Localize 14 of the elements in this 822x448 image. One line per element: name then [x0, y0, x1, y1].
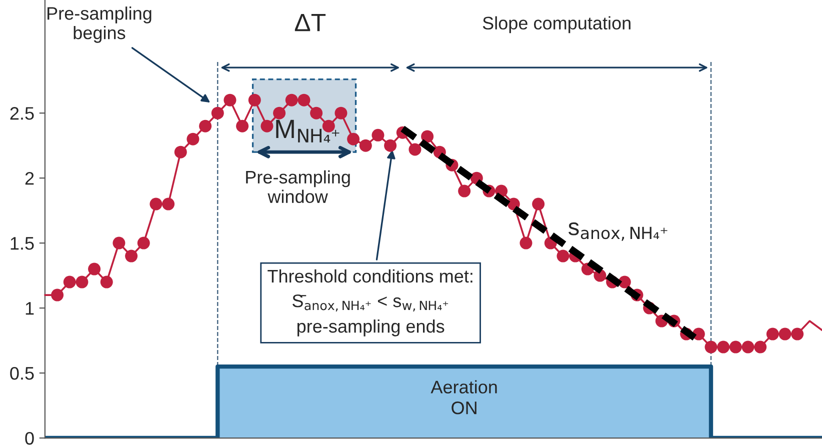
y-tick-label: 1: [26, 302, 34, 315]
annotation: Aeration ON: [430, 380, 497, 414]
annotation: Pre-sampling begins: [48, 6, 152, 43]
y-tick-label: 2: [25, 172, 34, 185]
y-tick-label: 1.5: [10, 237, 34, 250]
annotation: s$_{anox,NH₄⁺}$: [568, 222, 668, 241]
annotation: M$_{NH₄⁺}$: [276, 120, 340, 142]
annotation: Threshold conditions met: S̄$_{anox,NH₄⁺}$ < s$_{w,NH₄⁺}$ pre-sampling ends: [268, 269, 472, 336]
annotation: ΔT: [294, 14, 326, 32]
annotation: Pre-sampling window: [246, 170, 350, 204]
y-tick-label: 2.5: [10, 107, 34, 120]
y-tick-label: 0: [25, 432, 34, 445]
y-tick-label: 0.5: [10, 366, 34, 380]
annotation: Slope computation: [482, 16, 630, 34]
